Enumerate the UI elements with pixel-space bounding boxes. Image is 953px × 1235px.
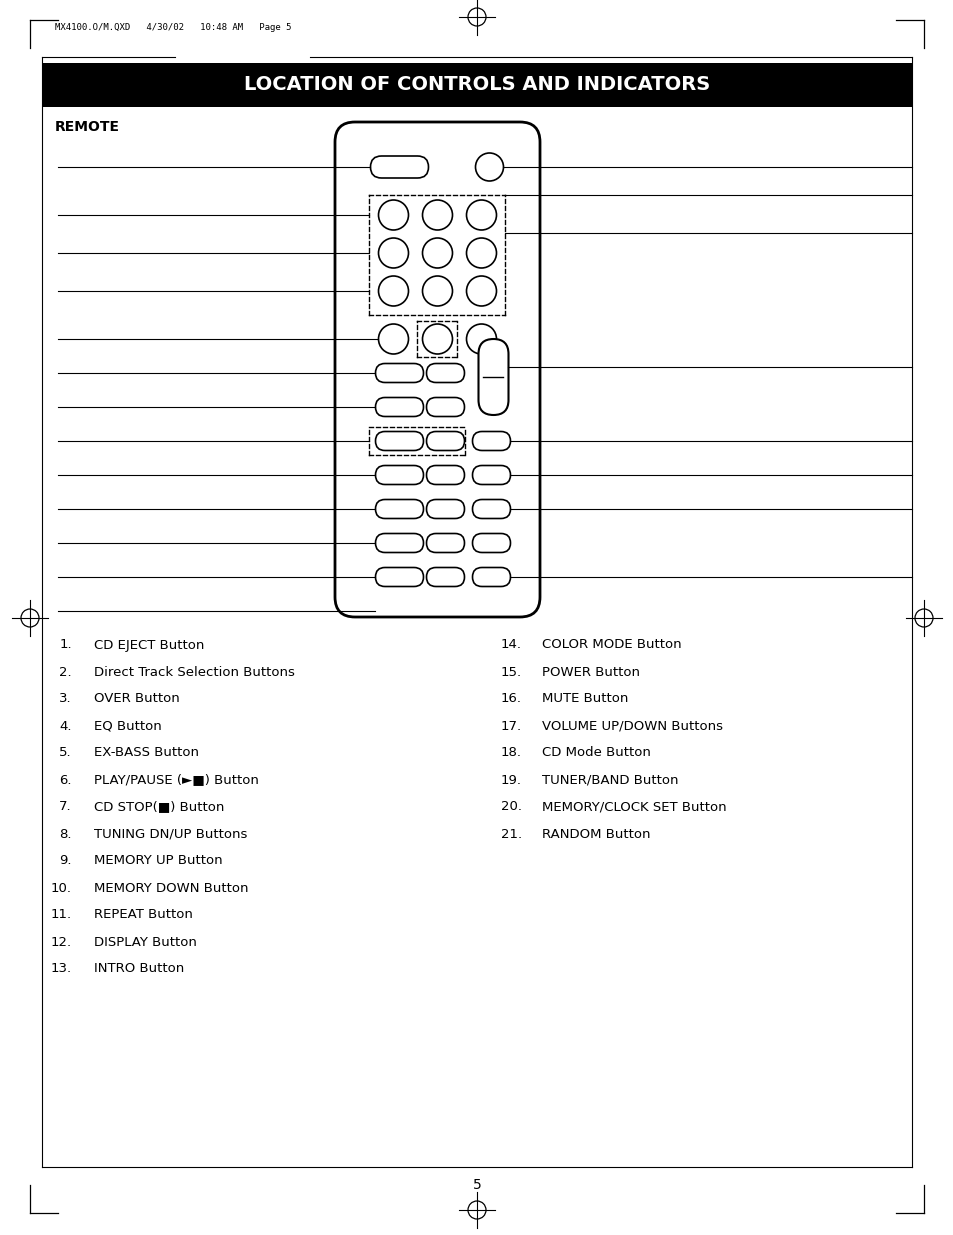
- Text: 19.: 19.: [500, 773, 521, 787]
- Text: 3.: 3.: [59, 693, 71, 705]
- FancyBboxPatch shape: [375, 534, 423, 552]
- Text: 5: 5: [472, 1178, 481, 1192]
- FancyBboxPatch shape: [472, 466, 510, 484]
- Text: 17.: 17.: [500, 720, 521, 732]
- Text: RANDOM Button: RANDOM Button: [541, 827, 650, 841]
- Text: DISPLAY Button: DISPLAY Button: [94, 935, 196, 948]
- FancyBboxPatch shape: [375, 466, 423, 484]
- Text: TUNING DN/UP Buttons: TUNING DN/UP Buttons: [94, 827, 247, 841]
- Text: CD EJECT Button: CD EJECT Button: [94, 638, 204, 652]
- Text: Direct Track Selection Buttons: Direct Track Selection Buttons: [94, 666, 294, 678]
- Text: 21.: 21.: [500, 827, 521, 841]
- Text: 14.: 14.: [500, 638, 521, 652]
- FancyBboxPatch shape: [426, 431, 464, 451]
- FancyBboxPatch shape: [375, 398, 423, 416]
- Text: CD Mode Button: CD Mode Button: [541, 746, 650, 760]
- FancyBboxPatch shape: [478, 338, 508, 415]
- Text: 15.: 15.: [500, 666, 521, 678]
- Text: 10.: 10.: [51, 882, 71, 894]
- Text: 18.: 18.: [500, 746, 521, 760]
- FancyBboxPatch shape: [426, 466, 464, 484]
- FancyBboxPatch shape: [472, 534, 510, 552]
- FancyBboxPatch shape: [426, 398, 464, 416]
- FancyBboxPatch shape: [426, 499, 464, 519]
- Text: COLOR MODE Button: COLOR MODE Button: [541, 638, 680, 652]
- Text: 16.: 16.: [500, 693, 521, 705]
- Text: 6.: 6.: [59, 773, 71, 787]
- FancyBboxPatch shape: [335, 122, 539, 618]
- Text: 11.: 11.: [51, 909, 71, 921]
- FancyBboxPatch shape: [370, 156, 428, 178]
- Text: MEMORY UP Button: MEMORY UP Button: [94, 855, 222, 867]
- FancyBboxPatch shape: [426, 363, 464, 383]
- Text: 5.: 5.: [59, 746, 71, 760]
- Text: INTRO Button: INTRO Button: [94, 962, 184, 976]
- FancyBboxPatch shape: [472, 568, 510, 587]
- Text: 9.: 9.: [59, 855, 71, 867]
- Text: CD STOP(■) Button: CD STOP(■) Button: [94, 800, 224, 814]
- FancyBboxPatch shape: [472, 499, 510, 519]
- Text: EX-BASS Button: EX-BASS Button: [94, 746, 199, 760]
- Text: LOCATION OF CONTROLS AND INDICATORS: LOCATION OF CONTROLS AND INDICATORS: [244, 75, 709, 95]
- Text: OVER Button: OVER Button: [94, 693, 179, 705]
- Text: MUTE Button: MUTE Button: [541, 693, 628, 705]
- Text: 4.: 4.: [59, 720, 71, 732]
- Text: REPEAT Button: REPEAT Button: [94, 909, 193, 921]
- FancyBboxPatch shape: [426, 534, 464, 552]
- Text: 2.: 2.: [59, 666, 71, 678]
- Text: 1.: 1.: [59, 638, 71, 652]
- Text: 20.: 20.: [500, 800, 521, 814]
- Text: MEMORY/CLOCK SET Button: MEMORY/CLOCK SET Button: [541, 800, 726, 814]
- Text: TUNER/BAND Button: TUNER/BAND Button: [541, 773, 678, 787]
- Text: 13.: 13.: [51, 962, 71, 976]
- FancyBboxPatch shape: [472, 431, 510, 451]
- Text: EQ Button: EQ Button: [94, 720, 162, 732]
- Text: MEMORY DOWN Button: MEMORY DOWN Button: [94, 882, 248, 894]
- Text: 12.: 12.: [51, 935, 71, 948]
- FancyBboxPatch shape: [375, 568, 423, 587]
- FancyBboxPatch shape: [426, 568, 464, 587]
- Text: PLAY/PAUSE (►■) Button: PLAY/PAUSE (►■) Button: [94, 773, 258, 787]
- Text: 7.: 7.: [59, 800, 71, 814]
- FancyBboxPatch shape: [42, 63, 911, 107]
- Text: REMOTE: REMOTE: [55, 120, 120, 135]
- Text: 8.: 8.: [59, 827, 71, 841]
- Text: POWER Button: POWER Button: [541, 666, 639, 678]
- FancyBboxPatch shape: [375, 363, 423, 383]
- FancyBboxPatch shape: [375, 499, 423, 519]
- FancyBboxPatch shape: [375, 431, 423, 451]
- Text: VOLUME UP/DOWN Buttons: VOLUME UP/DOWN Buttons: [541, 720, 722, 732]
- Text: MX4100.O/M.QXD   4/30/02   10:48 AM   Page 5: MX4100.O/M.QXD 4/30/02 10:48 AM Page 5: [55, 22, 292, 32]
